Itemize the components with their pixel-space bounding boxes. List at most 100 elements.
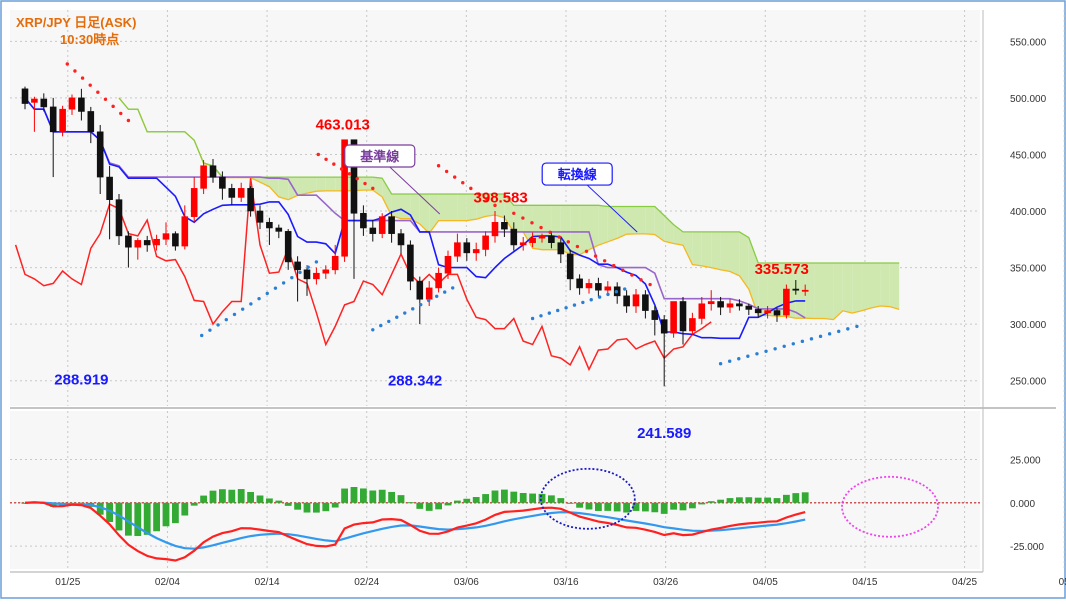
support-dot: [606, 292, 610, 297]
candle-body: [538, 235, 546, 239]
support-dot: [572, 303, 577, 307]
line-callout: 基準線: [344, 144, 441, 215]
cloud-segment: [325, 177, 336, 191]
macd-histogram-bar: [538, 493, 546, 503]
candle-body: [200, 165, 207, 189]
macd-histogram-bar: [237, 489, 245, 503]
candlesticks: [21, 86, 809, 387]
price-highlight: 288.919: [54, 372, 108, 389]
macd-histogram-bar: [764, 497, 771, 503]
support-dot: [265, 291, 269, 296]
candle-body: [247, 188, 254, 212]
resist-dot: [339, 167, 344, 171]
resist-dot: [332, 162, 336, 166]
cloud-segment: [720, 231, 730, 272]
macd-tick-label: -25.000: [1010, 542, 1044, 553]
resist-dot: [521, 216, 525, 220]
callout-pointer: [389, 166, 441, 215]
date-tick-label: 05: [1059, 577, 1066, 588]
candle-body: [115, 199, 123, 237]
macd-histogram-bar: [21, 502, 29, 504]
crossover-ellipse-pink: [841, 475, 939, 538]
resist-dot: [355, 176, 359, 181]
candle-body: [237, 188, 245, 198]
date-tick-label: 02/04: [155, 577, 180, 588]
cloud-segment: [504, 194, 514, 232]
resist-dot: [461, 181, 465, 185]
candle-body: [482, 235, 489, 250]
support-dot: [589, 298, 593, 302]
support-dot: [224, 317, 228, 322]
support-dot: [411, 307, 415, 311]
candle-body: [331, 255, 339, 271]
macd-histogram-bar: [783, 494, 790, 503]
macd-histogram-bar: [632, 502, 640, 511]
macd-histogram-bar: [181, 502, 189, 516]
candle-body: [68, 97, 76, 110]
resist-dot: [530, 221, 534, 225]
price-highlight: 463.013: [316, 117, 370, 134]
candle-body: [736, 303, 743, 307]
cloud-segment: [570, 205, 580, 255]
resist-dot: [80, 76, 85, 80]
macd-histogram-bar: [595, 502, 602, 511]
macd-histogram-bar: [604, 502, 612, 511]
candle-body: [435, 272, 442, 289]
macd-histogram-bar: [642, 502, 649, 512]
macd-histogram-bar: [792, 493, 800, 503]
candle-body: [219, 176, 226, 189]
candle-body: [256, 210, 264, 223]
macd-histogram-bar: [754, 497, 762, 503]
cloud-segment: [513, 205, 524, 232]
candle-body: [181, 216, 189, 247]
macd-histogram-bar: [256, 495, 264, 503]
resist-dot: [324, 157, 328, 161]
resist-dot: [539, 225, 543, 230]
macd-histogram-bar: [313, 502, 320, 513]
cloud-segment: [419, 194, 430, 234]
candle-body: [294, 261, 301, 271]
cloud-segment: [645, 206, 655, 235]
cloud-segment: [438, 194, 448, 221]
candle-body: [576, 278, 583, 289]
price-highlight: 288.342: [388, 372, 442, 389]
cloud-segment: [814, 263, 824, 319]
resist-dot: [65, 62, 70, 66]
support-dot: [597, 295, 602, 299]
candle-body: [670, 301, 677, 334]
resist-dot: [73, 69, 77, 73]
macd-histogram-bar: [651, 502, 659, 513]
chart-title-line1: XRP/JPY 日足(ASK): [16, 15, 136, 30]
callout-text: 転換線: [558, 167, 598, 182]
candle-body: [595, 283, 602, 291]
macd-histogram-bar: [153, 502, 160, 532]
resist-dot: [566, 240, 571, 244]
cloud-segment: [852, 263, 862, 314]
resist-dot: [639, 278, 643, 282]
cloud-segment: [401, 194, 411, 219]
candle-body: [529, 237, 536, 243]
candle-body: [557, 242, 565, 255]
candle-body: [303, 269, 311, 280]
cloud-segment: [654, 206, 665, 242]
macd-histogram-bar: [378, 489, 386, 503]
support-dot: [249, 302, 253, 306]
candle-body: [726, 303, 734, 308]
date-tick-label: 01/25: [55, 577, 80, 588]
support-dot: [746, 354, 750, 358]
resist-dot: [453, 175, 457, 179]
macd-histogram-bar: [660, 502, 668, 514]
cloud-segment: [795, 263, 806, 319]
cloud-segment: [617, 206, 627, 239]
candle-body: [153, 238, 160, 246]
candle-body: [548, 235, 555, 243]
support-dot: [827, 332, 832, 336]
chart-title-line2: 10:30時点: [60, 32, 119, 47]
candle-body: [172, 233, 179, 247]
resist-dot: [119, 111, 123, 116]
support-dot: [727, 359, 732, 363]
macd-histogram-bar: [96, 502, 104, 515]
cloud-segment: [382, 178, 392, 216]
support-dot: [451, 286, 455, 290]
